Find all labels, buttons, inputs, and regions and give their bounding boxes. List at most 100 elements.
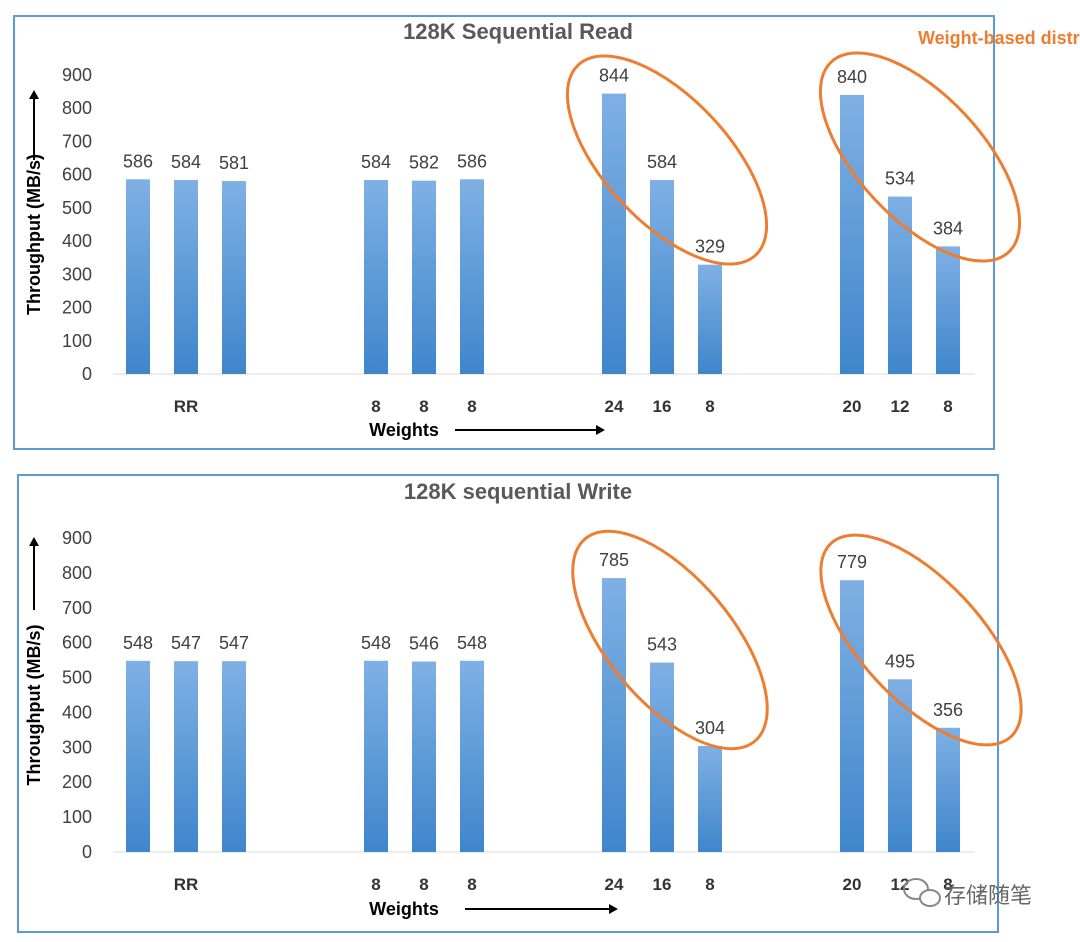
category-label: RR bbox=[174, 397, 199, 416]
watermark-text: 存储随笔 bbox=[944, 884, 1032, 909]
category-label: 12 bbox=[891, 397, 910, 416]
bar-value-label: 582 bbox=[409, 153, 439, 173]
bar bbox=[460, 179, 484, 374]
category-label: 24 bbox=[605, 875, 624, 894]
category-label: 8 bbox=[943, 875, 952, 894]
y-axis-title: Throughput (MB/s) bbox=[24, 625, 44, 786]
category-label: 20 bbox=[843, 875, 862, 894]
bar-value-label: 586 bbox=[457, 151, 487, 171]
bar bbox=[936, 246, 960, 374]
category-label: 8 bbox=[371, 397, 380, 416]
bar bbox=[412, 180, 436, 374]
bar-value-label: 495 bbox=[885, 651, 915, 671]
category-label: 8 bbox=[371, 875, 380, 894]
y-tick-label: 100 bbox=[62, 807, 92, 827]
bar bbox=[698, 745, 722, 852]
category-label: 12 bbox=[891, 875, 910, 894]
bar bbox=[364, 179, 388, 374]
bar bbox=[222, 180, 246, 374]
category-label: 8 bbox=[467, 875, 476, 894]
category-label: RR bbox=[174, 875, 199, 894]
write-chart-title: 128K sequential Write bbox=[404, 479, 632, 504]
bar-value-label: 547 bbox=[171, 633, 201, 653]
y-tick-label: 300 bbox=[62, 264, 92, 284]
y-tick-label: 500 bbox=[62, 668, 92, 688]
category-label: 20 bbox=[843, 397, 862, 416]
y-tick-label: 300 bbox=[62, 737, 92, 757]
bar-value-label: 548 bbox=[123, 633, 153, 653]
y-tick-label: 0 bbox=[82, 842, 92, 862]
write-chart-frame bbox=[17, 474, 999, 933]
bar bbox=[650, 179, 674, 374]
bar-value-label: 840 bbox=[837, 67, 867, 87]
highlight-ellipse bbox=[819, 533, 1023, 747]
category-label: 8 bbox=[419, 397, 428, 416]
bar bbox=[650, 662, 674, 852]
bar-value-label: 584 bbox=[171, 152, 201, 172]
bar bbox=[840, 94, 864, 374]
y-tick-label: 100 bbox=[62, 331, 92, 351]
y-tick-label: 900 bbox=[62, 528, 92, 548]
bar bbox=[888, 679, 912, 852]
bar bbox=[840, 580, 864, 852]
bar bbox=[364, 660, 388, 852]
wechat-icon bbox=[903, 878, 941, 907]
y-tick-label: 400 bbox=[62, 702, 92, 722]
bar-value-label: 329 bbox=[695, 237, 725, 257]
bar bbox=[602, 93, 626, 375]
bar bbox=[174, 179, 198, 374]
category-label: 16 bbox=[653, 875, 672, 894]
category-label: 24 bbox=[605, 397, 624, 416]
y-tick-label: 900 bbox=[62, 65, 92, 85]
y-axis-arrowhead bbox=[29, 537, 39, 546]
category-label: 8 bbox=[943, 397, 952, 416]
y-tick-label: 400 bbox=[62, 231, 92, 251]
watermark: 存储随笔 bbox=[903, 878, 1032, 909]
bar bbox=[126, 660, 150, 852]
category-label: 8 bbox=[467, 397, 476, 416]
x-axis-title: Weights bbox=[369, 899, 439, 919]
bar bbox=[888, 196, 912, 374]
bar bbox=[460, 660, 484, 852]
bar-value-label: 584 bbox=[647, 152, 677, 172]
y-tick-label: 800 bbox=[62, 98, 92, 118]
x-axis-arrowhead bbox=[609, 904, 618, 914]
highlight-ellipse bbox=[571, 529, 769, 751]
bar-value-label: 785 bbox=[599, 550, 629, 570]
y-axis-arrowhead bbox=[29, 90, 39, 99]
category-label: 8 bbox=[705, 875, 714, 894]
bar-value-label: 547 bbox=[219, 633, 249, 653]
bar bbox=[174, 661, 198, 852]
y-tick-label: 700 bbox=[62, 598, 92, 618]
bar-value-label: 586 bbox=[123, 151, 153, 171]
category-label: 8 bbox=[705, 397, 714, 416]
highlight-ellipse bbox=[818, 51, 1022, 263]
bar bbox=[936, 727, 960, 852]
x-axis-title: Weights bbox=[369, 420, 439, 440]
bar bbox=[602, 578, 626, 852]
y-tick-label: 200 bbox=[62, 772, 92, 792]
bar-value-label: 779 bbox=[837, 552, 867, 572]
read-chart-frame bbox=[13, 15, 995, 450]
y-tick-label: 600 bbox=[62, 165, 92, 185]
highlight-ellipse bbox=[565, 54, 769, 266]
bar-value-label: 384 bbox=[933, 218, 963, 238]
x-axis-arrowhead bbox=[596, 425, 605, 435]
read-chart-title: 128K Sequential Read bbox=[403, 19, 633, 44]
bar-value-label: 548 bbox=[457, 633, 487, 653]
bar-value-label: 356 bbox=[933, 700, 963, 720]
y-tick-label: 800 bbox=[62, 563, 92, 583]
category-label: 16 bbox=[653, 397, 672, 416]
write-chart: 0 100 200 300 400 500 600 700 800 900 Throughput (… bbox=[24, 528, 1023, 919]
category-label: 8 bbox=[419, 875, 428, 894]
bar-value-label: 534 bbox=[885, 169, 915, 189]
bar-value-label: 581 bbox=[219, 153, 249, 173]
bar bbox=[698, 264, 722, 374]
bar-value-label: 546 bbox=[409, 634, 439, 654]
y-tick-label: 600 bbox=[62, 633, 92, 653]
bar-value-label: 304 bbox=[695, 718, 725, 738]
bar bbox=[412, 661, 436, 852]
y-tick-label: 200 bbox=[62, 298, 92, 318]
y-tick-label: 700 bbox=[62, 131, 92, 151]
